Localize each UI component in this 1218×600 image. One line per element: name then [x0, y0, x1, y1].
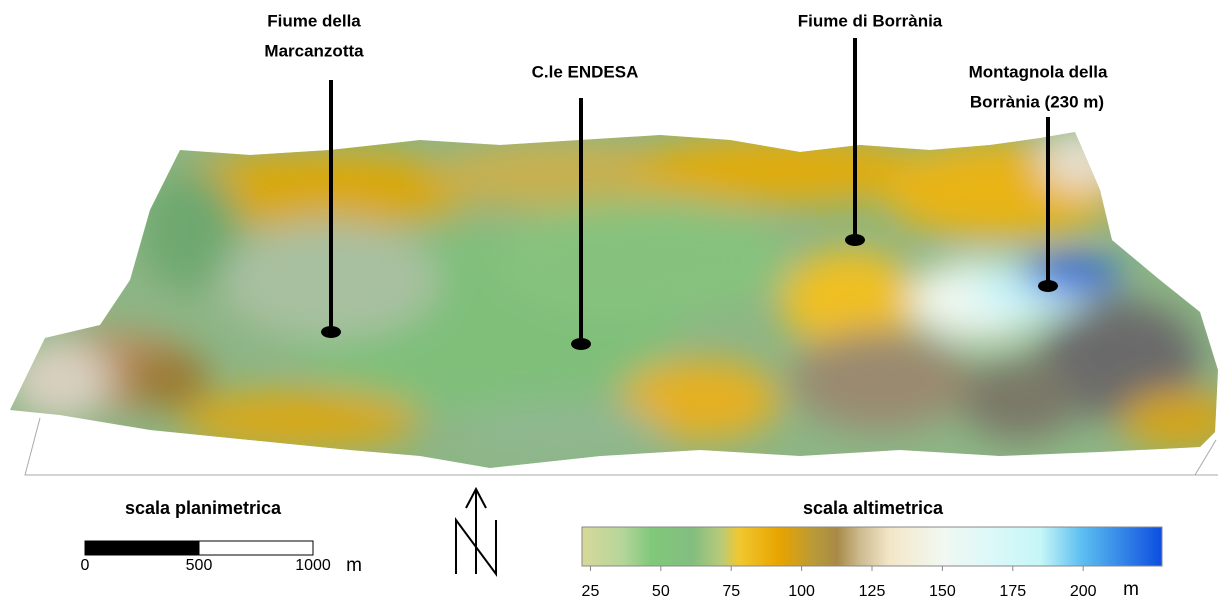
color-bar [581, 526, 1163, 567]
place-label: Borrània (230 m) [970, 92, 1104, 111]
altimetric-scale: 25 50 75 100 125 150 175 200 [582, 566, 1097, 600]
scale-tick-label: 25 [582, 583, 600, 600]
leader-lines [329, 38, 1050, 343]
place-label: Marcanzotta [264, 41, 364, 60]
scale-unit: m [1123, 579, 1139, 600]
planimetric-scale: 0 500 1000 [81, 540, 331, 574]
scale-unit: m [346, 555, 362, 576]
scale-tick-label: 75 [722, 583, 740, 600]
terrain-surface [10, 132, 1218, 468]
terrain-base [24, 417, 1218, 476]
place-label: Fiume di Borrània [798, 11, 943, 30]
scale-tick-label: 200 [1070, 583, 1097, 600]
scale-tick-label: 125 [859, 583, 886, 600]
scale-tick-label: 0 [81, 557, 90, 574]
north-arrow [455, 486, 497, 578]
scale-title: scala altimetrica [803, 498, 944, 518]
scale-tick-label: 1000 [295, 557, 331, 574]
place-label: Fiume della [267, 11, 361, 30]
scale-tick-label: 175 [999, 583, 1026, 600]
scale-segment [198, 540, 314, 556]
scale-title: scala planimetrica [125, 498, 282, 518]
scale-tick-label: 500 [186, 557, 213, 574]
scale-segment [84, 540, 200, 556]
place-label: C.le ENDESA [532, 62, 639, 81]
place-label: Montagnola della [969, 62, 1108, 81]
scale-tick-label: 50 [652, 583, 670, 600]
scale-tick-label: 100 [788, 583, 815, 600]
scale-tick-label: 150 [929, 583, 956, 600]
leader-dots [321, 234, 1058, 350]
